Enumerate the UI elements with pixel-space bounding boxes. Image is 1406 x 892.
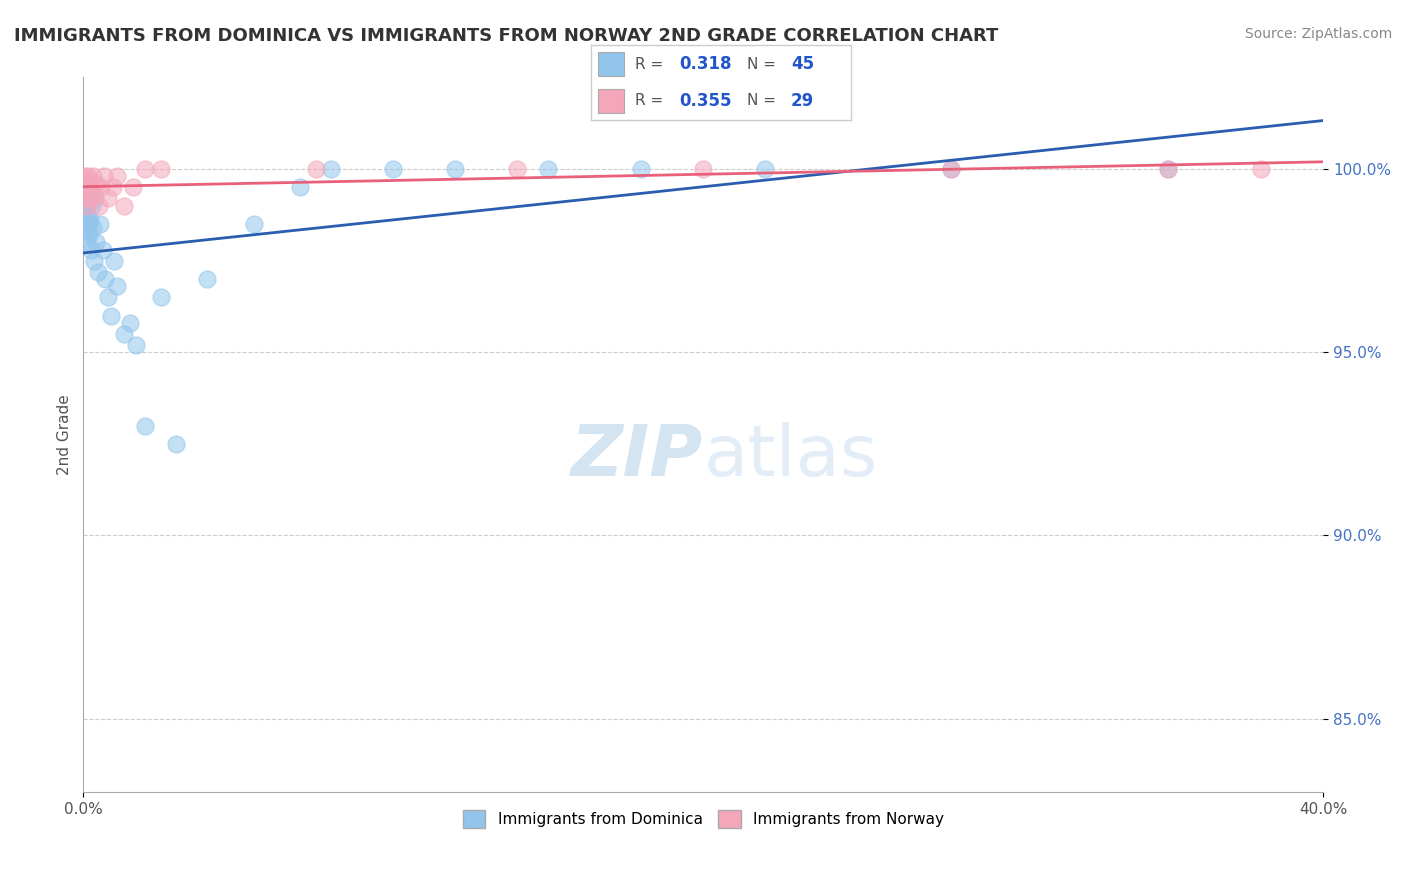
Point <box>537 162 560 177</box>
Text: 0.318: 0.318 <box>679 55 731 73</box>
Point <box>73 180 96 194</box>
Text: 0.355: 0.355 <box>679 92 731 110</box>
Point <box>80 180 103 194</box>
Point <box>77 210 100 224</box>
Text: atlas: atlas <box>703 422 877 491</box>
Point <box>84 235 107 250</box>
Point <box>77 217 100 231</box>
Point <box>89 217 111 231</box>
Bar <box>599 52 624 77</box>
Point <box>97 191 120 205</box>
Point <box>82 220 104 235</box>
Point <box>290 180 312 194</box>
Point <box>692 162 714 177</box>
Point <box>87 199 110 213</box>
Point <box>76 224 98 238</box>
Text: 29: 29 <box>790 92 814 110</box>
Point <box>941 162 963 177</box>
Text: IMMIGRANTS FROM DOMINICA VS IMMIGRANTS FROM NORWAY 2ND GRADE CORRELATION CHART: IMMIGRANTS FROM DOMINICA VS IMMIGRANTS F… <box>14 27 998 45</box>
Point <box>75 191 97 205</box>
Point <box>101 180 124 194</box>
Point <box>76 180 98 194</box>
Point <box>77 184 100 198</box>
Point <box>118 316 141 330</box>
Point <box>80 199 103 213</box>
Point <box>321 162 343 177</box>
Point <box>82 169 104 184</box>
Point <box>76 235 98 250</box>
Point <box>75 191 97 205</box>
Point <box>134 162 156 177</box>
Point <box>76 187 98 202</box>
Point <box>112 199 135 213</box>
Text: N =: N = <box>747 93 780 108</box>
Point <box>630 162 652 177</box>
Text: N =: N = <box>747 57 780 72</box>
Point <box>76 177 98 191</box>
Point <box>75 206 97 220</box>
Point <box>444 162 467 177</box>
Point <box>1157 162 1180 177</box>
Point <box>122 180 145 194</box>
Point <box>243 217 266 231</box>
Point <box>305 162 328 177</box>
Point <box>134 418 156 433</box>
Point <box>1157 162 1180 177</box>
Point <box>165 437 187 451</box>
Point <box>79 213 101 227</box>
Point <box>105 169 128 184</box>
Point <box>94 272 117 286</box>
Point <box>754 162 776 177</box>
Point <box>83 187 105 202</box>
Y-axis label: 2nd Grade: 2nd Grade <box>58 394 72 475</box>
Point <box>73 217 96 231</box>
Point <box>79 191 101 205</box>
Point <box>1250 162 1272 177</box>
Point <box>112 326 135 341</box>
Point <box>77 169 100 184</box>
Point <box>506 162 529 177</box>
Point <box>83 253 105 268</box>
Text: R =: R = <box>634 93 668 108</box>
Point <box>100 309 122 323</box>
Point <box>105 279 128 293</box>
Point <box>149 162 172 177</box>
Text: Source: ZipAtlas.com: Source: ZipAtlas.com <box>1244 27 1392 41</box>
Point <box>84 191 107 205</box>
Point <box>87 265 110 279</box>
Point <box>93 169 115 184</box>
Point <box>75 199 97 213</box>
Point <box>80 243 103 257</box>
Point <box>77 227 100 242</box>
Text: 45: 45 <box>790 55 814 73</box>
Point <box>84 177 107 191</box>
Bar <box>599 88 624 112</box>
Text: ZIP: ZIP <box>571 422 703 491</box>
Point <box>79 184 101 198</box>
Point <box>77 173 100 187</box>
Point <box>149 290 172 304</box>
Point <box>90 180 112 194</box>
Point <box>97 290 120 304</box>
Point <box>103 253 125 268</box>
Point <box>76 199 98 213</box>
Point <box>195 272 218 286</box>
Point <box>77 194 100 209</box>
Legend: Immigrants from Dominica, Immigrants from Norway: Immigrants from Dominica, Immigrants fro… <box>457 804 950 834</box>
Point <box>75 169 97 184</box>
Point <box>382 162 405 177</box>
Point <box>91 243 114 257</box>
Point <box>941 162 963 177</box>
Point <box>125 338 148 352</box>
Text: R =: R = <box>634 57 668 72</box>
